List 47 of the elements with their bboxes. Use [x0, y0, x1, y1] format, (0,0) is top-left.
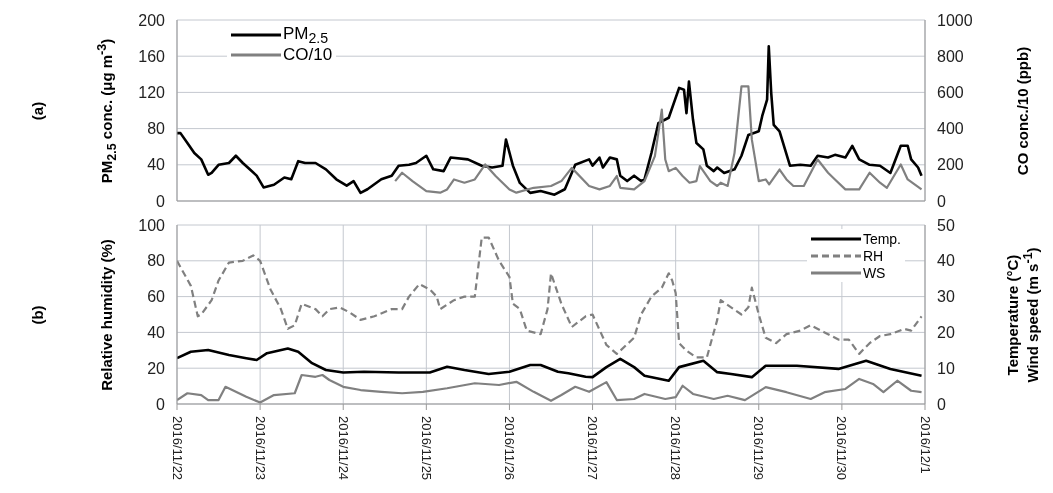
x-tick-label: 2016/11/29 — [751, 416, 767, 481]
y2-tick-label: 30 — [937, 288, 955, 306]
y-tick-label: 100 — [138, 216, 166, 234]
x-tick-label: 2016/11/26 — [501, 416, 517, 481]
x-tick-label: 2016/11/25 — [418, 416, 434, 481]
legend-label: PM$_{2.5}$ — [283, 23, 329, 47]
x-tick-label: 2016/12/1 — [917, 416, 933, 474]
y-axis-title: Relative humidity (%) — [98, 238, 116, 391]
y2-tick-label: 200 — [937, 156, 964, 174]
y-tick-label: 80 — [147, 252, 166, 270]
legend-label: Temp. — [862, 230, 901, 247]
y2-tick-label: 0 — [937, 395, 946, 413]
x-tick-label: 2016/11/30 — [834, 416, 850, 481]
y-tick-label: 0 — [156, 192, 166, 210]
y2-tick-label: 600 — [937, 83, 964, 101]
legend-label: WS — [862, 264, 886, 281]
y2-axis-title: CO conc./10 (ppb) — [1014, 46, 1032, 175]
legend-label: RH — [862, 247, 884, 264]
x-tick-label: 2016/11/23 — [252, 416, 268, 481]
line-series — [177, 44, 923, 196]
y2-tick-label: 0 — [937, 192, 946, 210]
x-tick-label: 2016/11/24 — [335, 416, 351, 481]
y2-tick-label: 800 — [937, 47, 964, 65]
y-tick-label: 40 — [147, 323, 166, 341]
legend-label: CO/10 — [283, 45, 333, 65]
line-series — [394, 85, 923, 194]
y-tick-label: 80 — [147, 120, 166, 138]
y2-tick-label: 1000 — [937, 11, 973, 29]
y2-tick-label: 10 — [937, 359, 955, 377]
y2-tick-label: 40 — [937, 252, 955, 270]
y2-tick-label: 20 — [937, 323, 955, 341]
y-tick-label: 40 — [147, 156, 166, 174]
text: (a) — [29, 101, 47, 120]
y-tick-label: 200 — [138, 11, 166, 29]
y-tick-label: 60 — [147, 288, 166, 306]
text: (b) — [29, 304, 47, 325]
y2-tick-label: 50 — [937, 216, 955, 234]
y-tick-label: 160 — [138, 47, 166, 65]
x-tick-label: 2016/11/27 — [585, 416, 601, 481]
y-tick-label: 20 — [147, 359, 166, 377]
x-tick-label: 2016/11/28 — [668, 416, 684, 481]
x-tick-label: 2016/11/22 — [169, 416, 185, 481]
line-series — [177, 236, 923, 359]
y-tick-label: 120 — [138, 83, 166, 101]
y2-tick-label: 400 — [937, 120, 964, 138]
y-tick-label: 0 — [156, 395, 166, 413]
line-series — [177, 347, 923, 383]
